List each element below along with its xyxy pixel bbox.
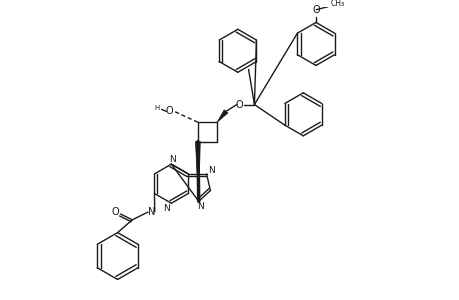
Text: O: O <box>165 106 173 116</box>
Text: O: O <box>112 207 119 217</box>
Text: O: O <box>235 100 243 110</box>
Text: N: N <box>197 202 204 211</box>
Polygon shape <box>217 110 228 122</box>
Text: N: N <box>168 155 175 164</box>
Text: N: N <box>163 204 169 213</box>
Text: N: N <box>148 207 155 217</box>
Text: N: N <box>207 167 214 176</box>
Polygon shape <box>195 142 200 201</box>
Text: H: H <box>154 105 159 111</box>
Text: O: O <box>312 5 319 15</box>
Text: CH₃: CH₃ <box>330 0 344 8</box>
